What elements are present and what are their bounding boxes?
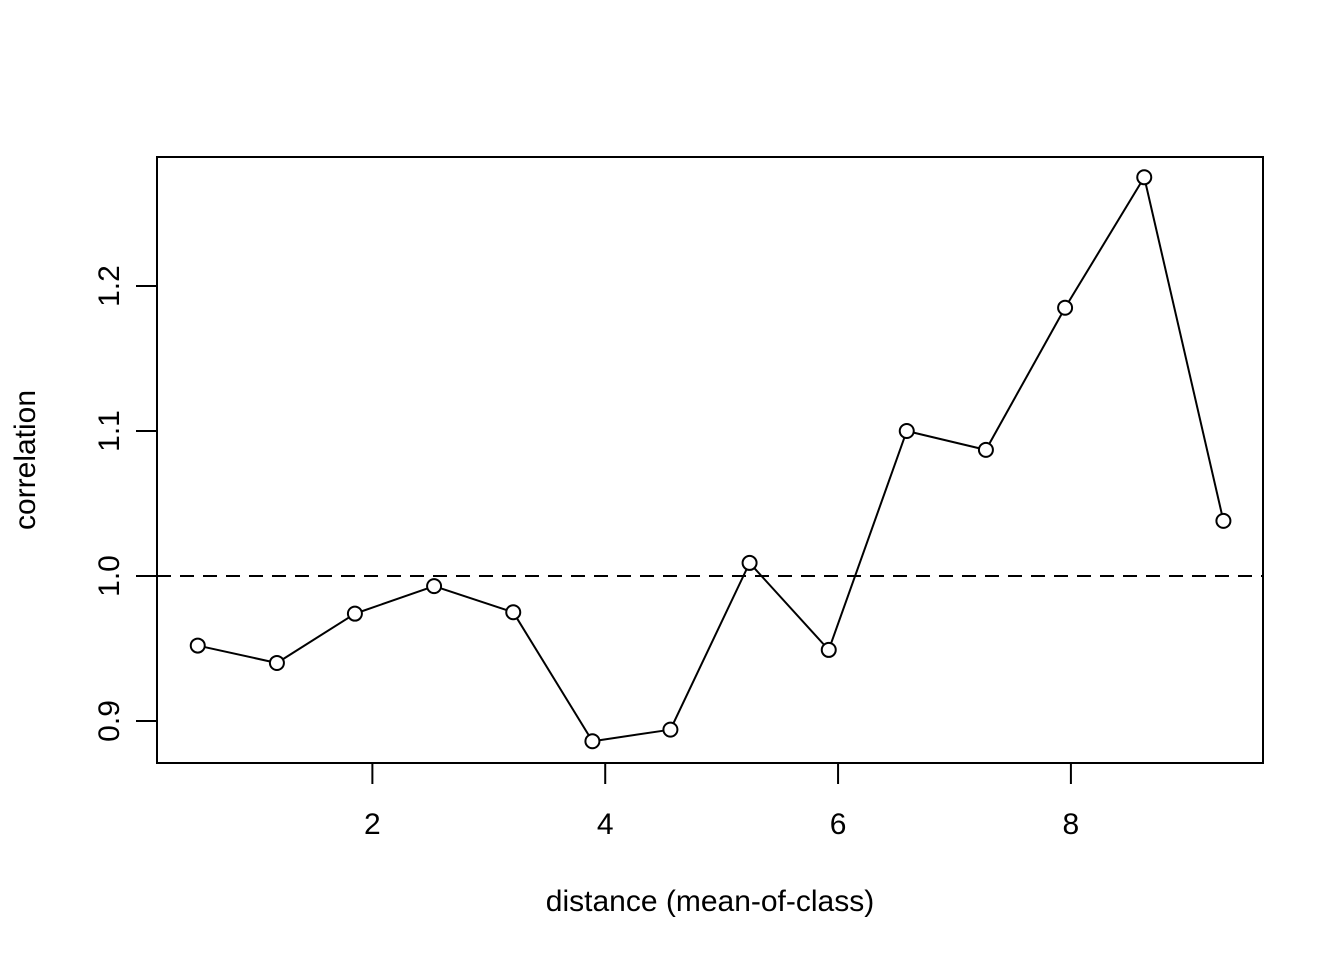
data-point <box>1136 169 1153 186</box>
series-segment <box>1067 182 1142 303</box>
x-tick-label: 4 <box>597 808 614 841</box>
data-point <box>741 554 758 571</box>
data-point <box>584 733 601 750</box>
y-tick-label: 1.2 <box>93 265 126 307</box>
x-axis: 2 4 6 8 <box>364 762 1080 841</box>
plot-frame <box>156 156 1264 764</box>
series-segment <box>913 431 980 450</box>
y-tick-label: 1.1 <box>93 410 126 452</box>
y-axis-label: correlation <box>9 390 42 530</box>
data-point <box>189 637 206 654</box>
data-point <box>426 578 443 595</box>
series-segment <box>599 729 664 742</box>
data-point <box>662 721 679 738</box>
series-segment <box>753 567 825 646</box>
data-point <box>346 605 363 622</box>
series-segment <box>440 587 507 611</box>
series-segment <box>204 646 271 663</box>
series-segment <box>516 617 590 736</box>
x-tick-label: 6 <box>830 808 847 841</box>
series-segment <box>282 616 350 661</box>
data-point <box>977 441 994 458</box>
data-point <box>1057 299 1074 316</box>
series-segment <box>1144 183 1223 515</box>
data-point <box>898 423 915 440</box>
data-point <box>268 654 285 671</box>
x-axis-label: distance (mean-of-class) <box>546 885 874 918</box>
x-tick-label: 2 <box>364 808 381 841</box>
data-point <box>505 604 522 621</box>
series-segment <box>672 568 748 724</box>
y-axis: 0.9 1.0 1.1 1.2 <box>93 265 158 742</box>
series-segment <box>361 587 428 613</box>
series-segment <box>830 437 906 644</box>
series-segment <box>988 313 1063 445</box>
x-tick-label: 8 <box>1063 808 1080 841</box>
y-tick-label: 0.9 <box>93 700 126 742</box>
y-tick-label: 1.0 <box>93 555 126 597</box>
series-layer <box>189 169 1232 750</box>
data-point <box>1215 512 1232 529</box>
data-point <box>820 641 837 658</box>
